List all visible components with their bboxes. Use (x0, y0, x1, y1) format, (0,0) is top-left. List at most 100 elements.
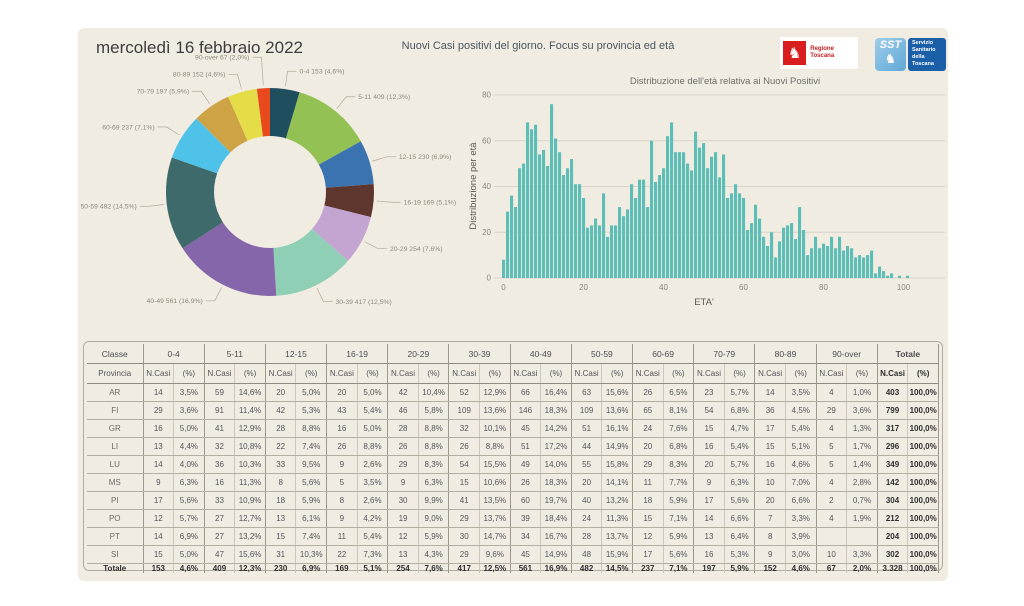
cell: 47 (204, 545, 236, 564)
hist-bar-age-59 (738, 193, 742, 278)
cell: 4,3% (418, 545, 450, 564)
cell: 100,0% (907, 437, 939, 456)
hist-bar-age-43 (674, 152, 678, 278)
cell: 20 (693, 455, 725, 474)
cell: 4 (816, 383, 848, 402)
cell: 26 (510, 473, 542, 492)
subheader-pct: (%) (479, 363, 511, 384)
cell: 3.328 (877, 563, 909, 573)
cell: 13 (143, 437, 175, 456)
pegasus-icon: ♞ (884, 51, 897, 66)
cell: 417 (448, 563, 481, 573)
donut-label-40-49: 40-49 561 (16,9%) (147, 298, 203, 305)
subheader-pct: (%) (846, 363, 878, 384)
donut-label-80-89: 80-89 152 (4,6%) (173, 72, 226, 79)
cell: 3,6% (173, 401, 205, 420)
cell: 3,6% (846, 401, 878, 420)
hist-bar-age-42 (670, 122, 674, 278)
cell: 5 (816, 437, 848, 456)
y-tick-label: 0 (487, 274, 492, 283)
hist-bar-age-68 (774, 257, 778, 278)
cell: 11 (632, 473, 664, 492)
cell: 45 (510, 419, 542, 438)
cell: 17,2% (540, 437, 572, 456)
y-tick-label: 80 (482, 91, 491, 100)
donut-leader-line (336, 96, 356, 109)
hist-bar-age-79 (818, 248, 822, 278)
cell: 18 (265, 491, 297, 510)
subheader-ncasi: N.Casi (143, 363, 175, 384)
hist-bar-age-27 (610, 225, 614, 278)
cell: 8,8% (418, 419, 450, 438)
row-label-LU: LU (87, 455, 144, 474)
cell: 12,9% (234, 419, 266, 438)
subheader-ncasi: N.Casi (326, 363, 358, 384)
cell: 6,6% (785, 491, 817, 510)
cell: 26 (448, 437, 481, 456)
hist-bar-age-31 (626, 209, 630, 278)
cell: 302 (877, 545, 909, 564)
cell: 28 (265, 419, 297, 438)
cell: 66 (510, 383, 542, 402)
table-row-Totale: Totale 153 4,6% 409 12,3% 230 6,9% 169 5,1% 254 7,… (87, 563, 939, 573)
cell: 7,4% (295, 437, 328, 456)
cell: 7,7% (663, 473, 695, 492)
cell: 403 (877, 383, 909, 402)
cell: 16 (693, 545, 725, 564)
histogram-title: Distribuzione dell'età relativa ai Nuovi… (630, 76, 820, 87)
cell: 142 (877, 473, 909, 492)
cell: 29 (143, 401, 175, 420)
cell: 9,6% (479, 545, 511, 564)
cell: 12,7% (234, 509, 266, 528)
cell: 14,2% (540, 419, 572, 438)
cell: 100,0% (907, 401, 939, 420)
x-tick-label: 60 (739, 283, 748, 292)
table-row-PI: PI 17 5,6% 33 10,9% 18 5,9% 8 2,6% 30 9,9% 41 13,5% 6… (87, 491, 939, 510)
hist-bar-age-0 (502, 259, 506, 278)
cell: 5,9% (663, 527, 695, 546)
hist-bar-age-61 (746, 229, 750, 278)
report-title: Nuovi Casi positivi del giorno. Focus su… (401, 40, 675, 52)
cell: 5,9% (418, 527, 450, 546)
cell: 29 (448, 545, 481, 564)
cell: 12 (387, 527, 419, 546)
cell (846, 527, 878, 546)
hist-bar-age-44 (678, 152, 682, 278)
cell: 7,4% (295, 527, 328, 546)
cell: 100,0% (907, 419, 939, 438)
cell: 10 (754, 473, 786, 492)
cell: 16,4% (540, 383, 572, 402)
cell: 48 (571, 545, 603, 564)
cell: 6,8% (663, 437, 695, 456)
x-axis-label: ETA' (694, 297, 714, 308)
donut-slice-0-4 (270, 88, 300, 139)
row-label-MS: MS (87, 473, 144, 492)
cell: 9,5% (295, 455, 328, 474)
cell: 14 (143, 527, 175, 546)
cell: 8,8% (357, 437, 389, 456)
cell: 12,5% (479, 563, 511, 573)
hist-bar-age-3 (514, 207, 518, 278)
cell: 7,0% (785, 473, 817, 492)
cell: 13 (265, 509, 297, 528)
cell: 17 (143, 491, 175, 510)
hist-bar-age-36 (646, 207, 650, 278)
cell: 5,3% (295, 401, 328, 420)
cell: 3,5% (785, 383, 817, 402)
hist-bar-age-71 (786, 225, 790, 278)
cell: 4 (816, 509, 848, 528)
donut-label-60-69: 60-69 237 (7,1%) (102, 124, 155, 131)
hist-bar-age-46 (686, 163, 690, 278)
hist-bar-age-15 (562, 175, 566, 278)
group-header-60-69: 60-69 (632, 344, 695, 364)
hist-bar-age-45 (682, 152, 686, 278)
cell: 14 (143, 455, 175, 474)
cell: 6,3% (418, 473, 450, 492)
cell: 5,6% (173, 491, 205, 510)
cell: 41 (448, 491, 481, 510)
hist-bar-age-62 (750, 223, 754, 278)
hist-bar-age-18 (574, 184, 578, 278)
cell: 13,7% (601, 527, 633, 546)
y-tick-label: 60 (482, 136, 491, 145)
cell: 10,8% (234, 437, 266, 456)
